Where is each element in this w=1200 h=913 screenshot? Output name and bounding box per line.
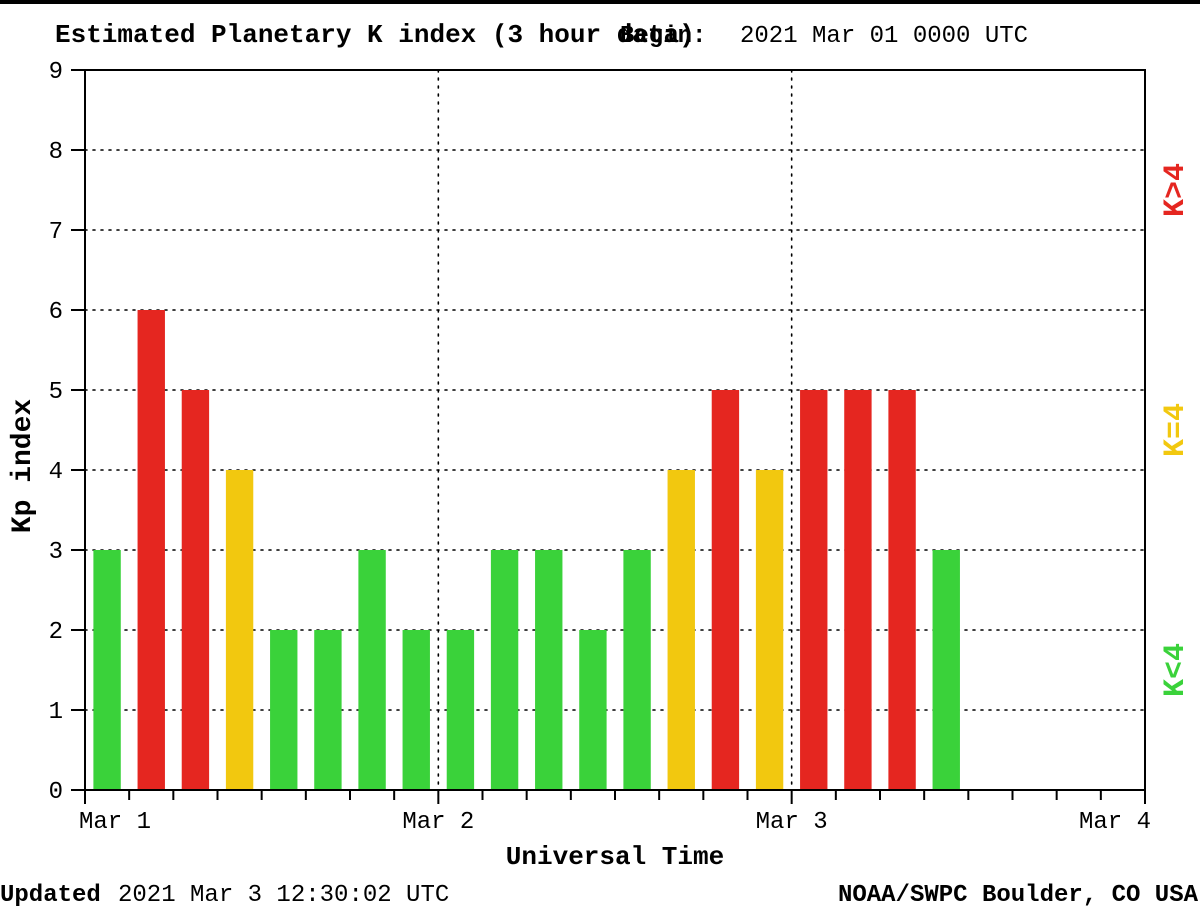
y-tick-label: 1 bbox=[49, 699, 63, 726]
y-tick-label: 6 bbox=[49, 299, 63, 326]
kp-bar bbox=[403, 630, 430, 790]
kp-bar bbox=[800, 390, 827, 790]
kp-bar bbox=[933, 550, 960, 790]
kp-bar bbox=[447, 630, 474, 790]
kp-bar bbox=[623, 550, 650, 790]
footer-updated-label: Updated bbox=[0, 882, 101, 909]
chart-title: Estimated Planetary K index (3 hour data… bbox=[55, 20, 695, 50]
y-tick-label: 3 bbox=[49, 539, 63, 566]
kp-bar bbox=[138, 310, 165, 790]
y-tick-label: 2 bbox=[49, 619, 63, 646]
legend-high: K>4 bbox=[1159, 163, 1193, 217]
kp-bar bbox=[270, 630, 297, 790]
y-tick-label: 4 bbox=[49, 459, 63, 486]
y-tick-label: 0 bbox=[49, 779, 63, 806]
legend-low: K<4 bbox=[1159, 643, 1193, 697]
x-tick-label: Mar 1 bbox=[79, 809, 151, 836]
begin-label: Begin: bbox=[620, 23, 706, 50]
y-tick-label: 7 bbox=[49, 219, 63, 246]
kp-bar bbox=[182, 390, 209, 790]
kp-bar bbox=[93, 550, 120, 790]
legend-mid: K=4 bbox=[1159, 403, 1193, 457]
top-black-bar bbox=[0, 0, 1200, 4]
kp-bar bbox=[491, 550, 518, 790]
y-tick-label: 8 bbox=[49, 139, 63, 166]
kp-bar bbox=[888, 390, 915, 790]
x-tick-label: Mar 4 bbox=[1079, 809, 1151, 836]
footer-updated-value: 2021 Mar 3 12:30:02 UTC bbox=[118, 882, 449, 909]
kp-index-chart: Estimated Planetary K index (3 hour data… bbox=[0, 0, 1200, 913]
kp-bar bbox=[226, 470, 253, 790]
chart-container: Estimated Planetary K index (3 hour data… bbox=[0, 0, 1200, 913]
kp-bar bbox=[535, 550, 562, 790]
kp-bar bbox=[712, 390, 739, 790]
begin-value: 2021 Mar 01 0000 UTC bbox=[740, 23, 1028, 50]
y-axis-label: Kp index bbox=[8, 399, 39, 534]
kp-bar bbox=[579, 630, 606, 790]
x-axis-label: Universal Time bbox=[506, 842, 724, 872]
y-tick-label: 9 bbox=[49, 59, 63, 86]
kp-bar bbox=[844, 390, 871, 790]
x-tick-label: Mar 3 bbox=[756, 809, 828, 836]
y-tick-label: 5 bbox=[49, 379, 63, 406]
kp-bar bbox=[358, 550, 385, 790]
x-tick-label: Mar 2 bbox=[402, 809, 474, 836]
footer-source: NOAA/SWPC Boulder, CO USA bbox=[838, 882, 1199, 909]
kp-bar bbox=[756, 470, 783, 790]
kp-bar bbox=[668, 470, 695, 790]
kp-bar bbox=[314, 630, 341, 790]
